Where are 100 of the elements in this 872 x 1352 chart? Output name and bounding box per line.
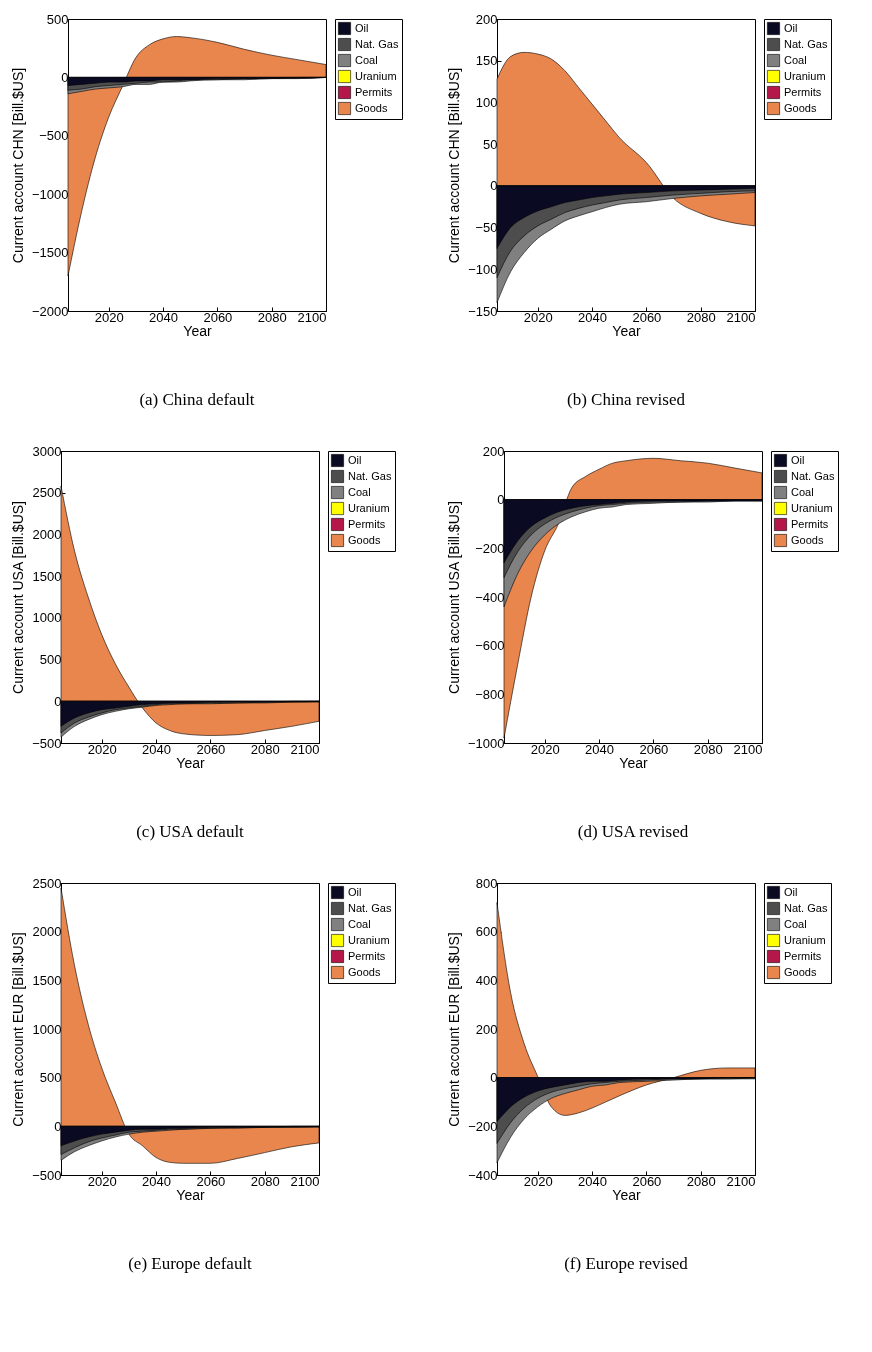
text: (e) Europe default — [128, 1254, 253, 1273]
legend-label: Goods — [784, 101, 817, 114]
legend-label: Coal — [355, 53, 378, 66]
x-tick-label: 2060 — [639, 741, 669, 757]
y-tick-label: −1000 — [467, 735, 505, 751]
y-tick-label: 500 — [46, 11, 69, 27]
legend-label: Nat. Gas — [784, 37, 828, 50]
x-tick-label: 2100 — [290, 1173, 320, 1189]
text: (c) USA default — [136, 822, 245, 841]
legend-label: Coal — [784, 53, 807, 66]
y-tick-label: −150 — [468, 303, 498, 319]
legend-label: Uranium — [784, 69, 826, 82]
x-tick-label: 2040 — [585, 741, 615, 757]
legend-label: Nat. Gas — [355, 37, 399, 50]
legend-label: Goods — [791, 533, 824, 546]
x-tick-label: 2100 — [297, 309, 327, 325]
x-tick-label: 2080 — [250, 1173, 280, 1189]
y-tick-label: 800 — [475, 875, 498, 891]
y-tick-label: 200 — [475, 1021, 498, 1037]
y-tick-label: −500 — [32, 735, 62, 751]
x-tick-label: 2060 — [203, 309, 233, 325]
y-tick-label: 400 — [475, 972, 498, 988]
x-tick-label: 2020 — [87, 741, 117, 757]
legend-label: Oil — [348, 885, 362, 898]
x-tick-label: 2060 — [632, 1173, 662, 1189]
legend-label: Oil — [784, 21, 798, 34]
y-tick-label: −500 — [32, 1167, 62, 1183]
y-tick-label: 0 — [497, 492, 505, 508]
y-tick-label: 1500 — [32, 972, 62, 988]
y-tick-label: 500 — [39, 1070, 62, 1086]
legend-label: Uranium — [791, 501, 833, 514]
x-tick-label: 2020 — [523, 309, 553, 325]
y-tick-label: 1000 — [32, 610, 62, 626]
x-tick-label: 2040 — [142, 741, 172, 757]
y-tick-label: −200 — [468, 1118, 498, 1134]
x-tick-label: 2040 — [578, 309, 608, 325]
x-tick-label: 2100 — [290, 741, 320, 757]
y-axis-title: Current account USA [Bill.$US] — [10, 501, 27, 694]
x-tick-label: 2080 — [686, 1173, 716, 1189]
x-tick-label: 2100 — [726, 1173, 756, 1189]
legend-label: Oil — [348, 453, 362, 466]
y-tick-label: 50 — [483, 136, 498, 152]
y-tick-label: 0 — [490, 1070, 498, 1086]
legend-label: Oil — [355, 21, 369, 34]
legend-label: Permits — [348, 517, 386, 530]
y-tick-label: 3000 — [32, 443, 62, 459]
x-axis-title: Year — [176, 1186, 205, 1203]
y-tick-label: 1500 — [32, 568, 62, 584]
legend-label: Oil — [791, 453, 805, 466]
legend-label: Goods — [348, 533, 381, 546]
x-tick-label: 2040 — [142, 1173, 172, 1189]
legend-label: Goods — [355, 101, 388, 114]
x-axis-title: Year — [619, 754, 648, 771]
x-tick-label: 2060 — [196, 1173, 226, 1189]
legend-label: Coal — [791, 485, 814, 498]
legend-label: Goods — [348, 965, 381, 978]
text: (f) Europe revised — [564, 1254, 689, 1273]
y-tick-label: −600 — [475, 638, 505, 654]
legend-label: Oil — [784, 885, 798, 898]
legend-label: Coal — [348, 485, 371, 498]
y-axis-title: Current account EUR [Bill.$US] — [10, 932, 27, 1127]
x-tick-label: 2060 — [632, 309, 662, 325]
legend-label: Coal — [784, 917, 807, 930]
text: (b) China revised — [566, 390, 686, 409]
y-tick-label: 2500 — [32, 875, 62, 891]
x-tick-label: 2040 — [578, 1173, 608, 1189]
legend-label: Uranium — [348, 501, 390, 514]
y-tick-label: 100 — [475, 94, 498, 110]
x-tick-label: 2080 — [686, 309, 716, 325]
x-tick-label: 2020 — [530, 741, 560, 757]
y-axis-title: Current account CHN [Bill.$US] — [446, 67, 463, 264]
x-axis-title: Year — [183, 322, 212, 339]
x-tick-label: 2020 — [94, 309, 124, 325]
legend-label: Coal — [348, 917, 371, 930]
legend-label: Uranium — [355, 69, 397, 82]
y-tick-label: 0 — [490, 178, 498, 194]
y-axis-title: Current account CHN [Bill.$US] — [9, 67, 26, 264]
legend-label: Nat. Gas — [784, 901, 828, 914]
x-tick-label: 2060 — [196, 741, 226, 757]
y-tick-label: −800 — [475, 686, 505, 702]
y-tick-label: −400 — [468, 1167, 498, 1183]
y-tick-label: −500 — [39, 128, 69, 144]
y-tick-label: 0 — [54, 1118, 62, 1134]
x-tick-label: 2020 — [523, 1173, 553, 1189]
text: (d) USA revised — [577, 822, 689, 841]
legend-label: Permits — [355, 85, 393, 98]
x-axis-title: Year — [612, 322, 641, 339]
x-axis-title: Year — [612, 1186, 641, 1203]
legend-label: Permits — [348, 949, 386, 962]
y-tick-label: 2500 — [32, 485, 62, 501]
x-tick-label: 2100 — [733, 741, 763, 757]
y-axis-title: Current account USA [Bill.$US] — [445, 501, 462, 694]
y-tick-label: 150 — [475, 53, 498, 69]
y-tick-label: −400 — [475, 589, 505, 605]
x-tick-label: 2080 — [257, 309, 287, 325]
y-tick-label: 1000 — [32, 1021, 62, 1037]
legend-label: Nat. Gas — [348, 901, 392, 914]
y-tick-label: −1000 — [31, 186, 69, 202]
x-tick-label: 2100 — [726, 309, 756, 325]
legend-label: Uranium — [784, 933, 826, 946]
